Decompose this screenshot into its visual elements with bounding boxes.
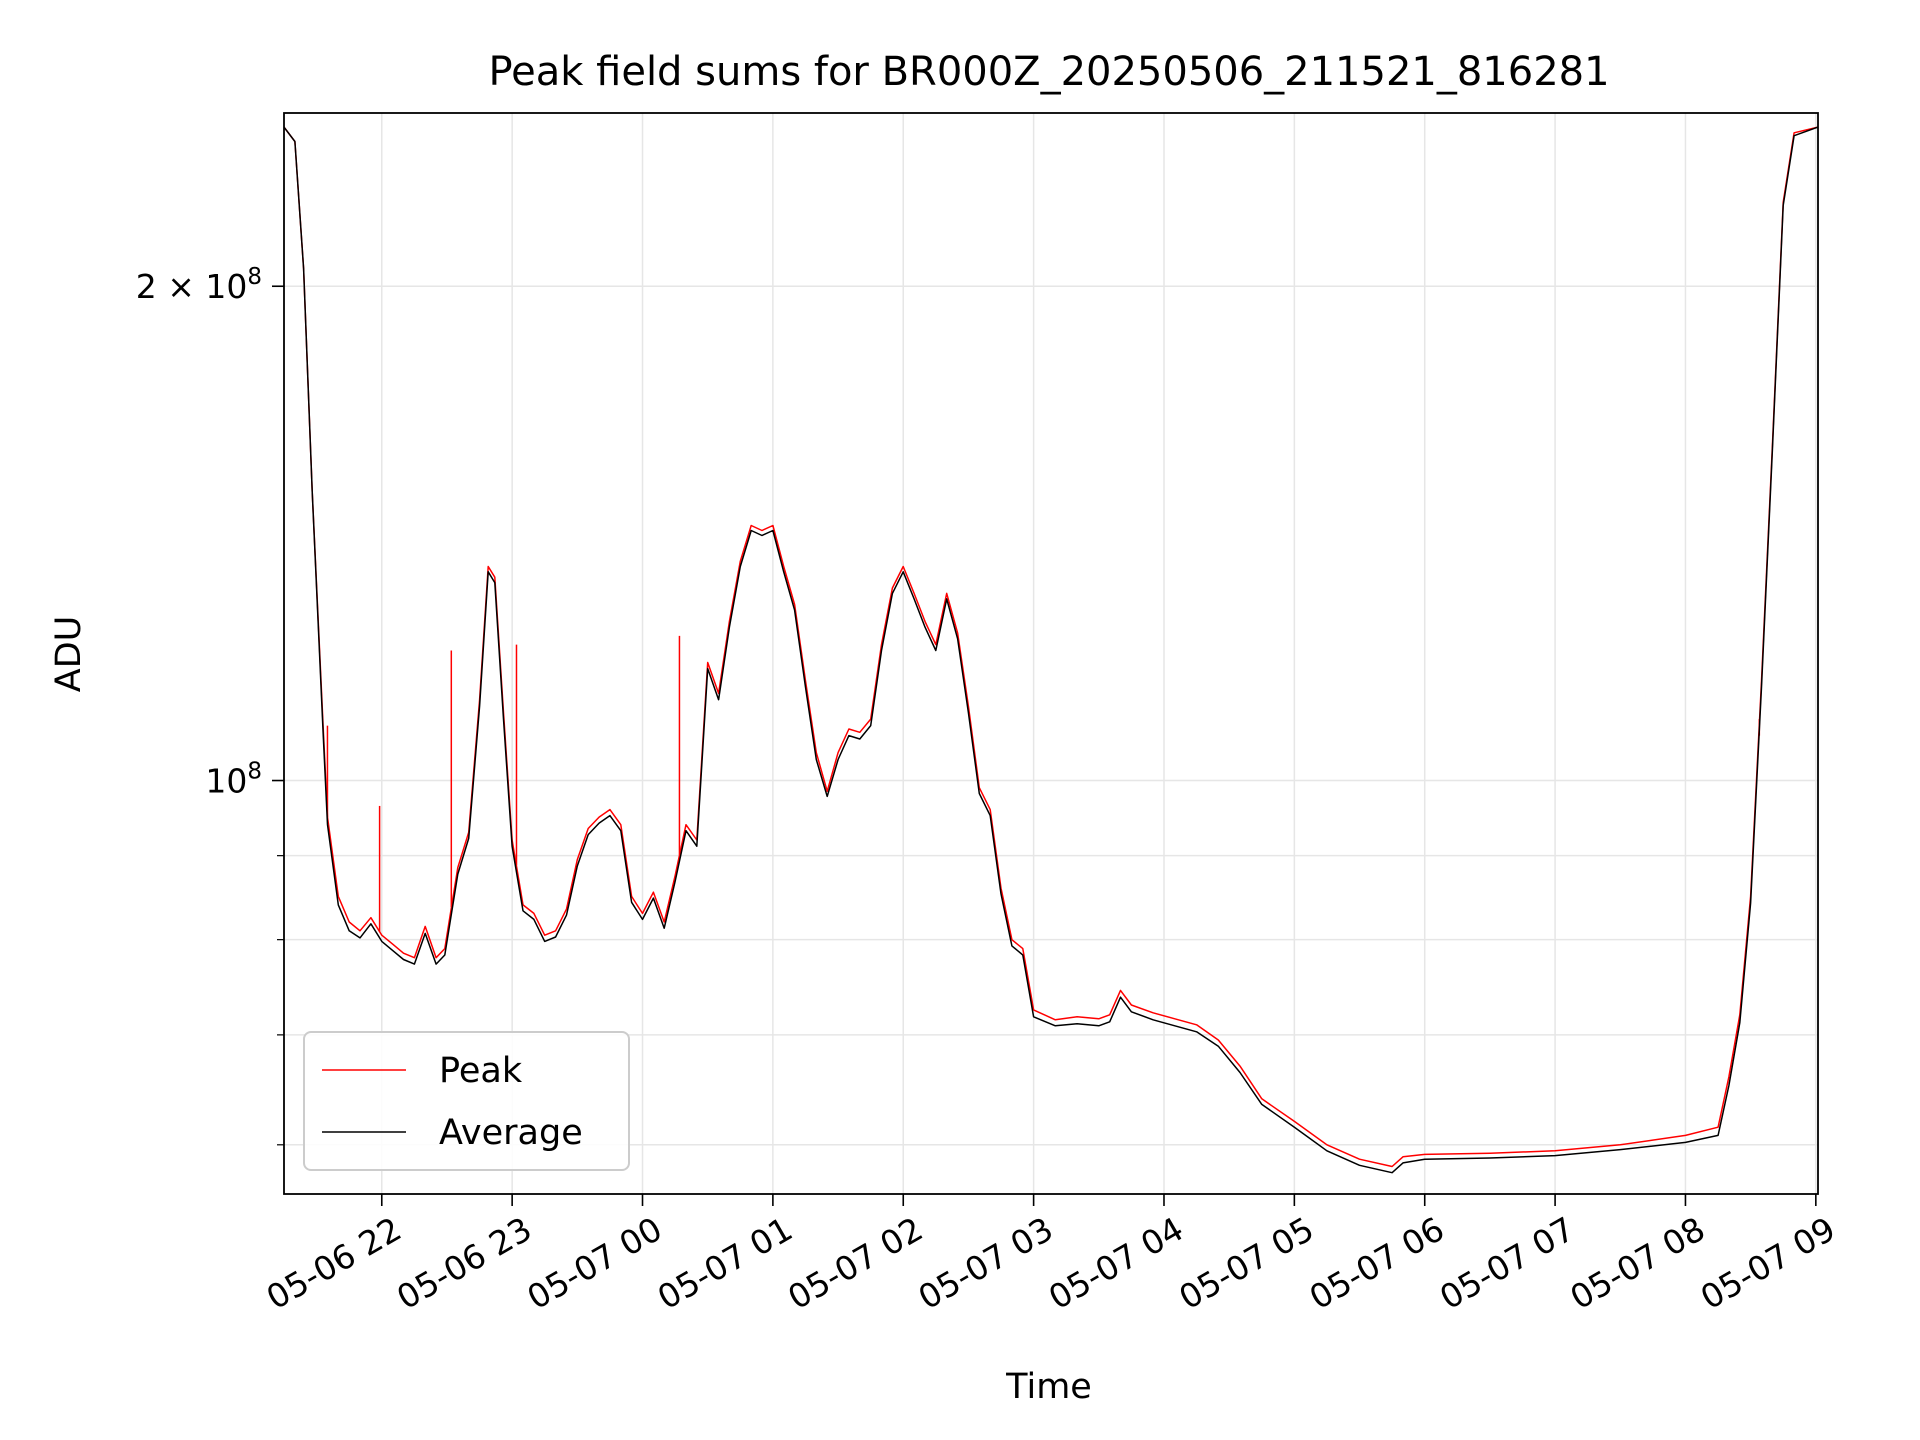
chart-title: Peak field sums for BR000Z_20250506_2115… <box>488 49 1609 95</box>
y-axis-label: ADU <box>49 616 89 693</box>
legend-average-label: Average <box>439 1113 583 1153</box>
series-group <box>284 126 1818 1174</box>
legend: Peak Average <box>303 1031 630 1171</box>
legend-peak-label: Peak <box>439 1051 523 1091</box>
average-series-line <box>284 126 1818 1174</box>
series-layer <box>284 126 1818 1174</box>
y-tick-label: 2 × 108 <box>136 264 262 306</box>
grid <box>284 113 1818 1194</box>
x-axis-label: Time <box>1005 1367 1092 1407</box>
peak-series-line <box>284 126 1818 1168</box>
plot-frame <box>283 112 1819 1195</box>
legend-box <box>303 1031 630 1171</box>
y-tick-label: 108 <box>205 759 262 801</box>
